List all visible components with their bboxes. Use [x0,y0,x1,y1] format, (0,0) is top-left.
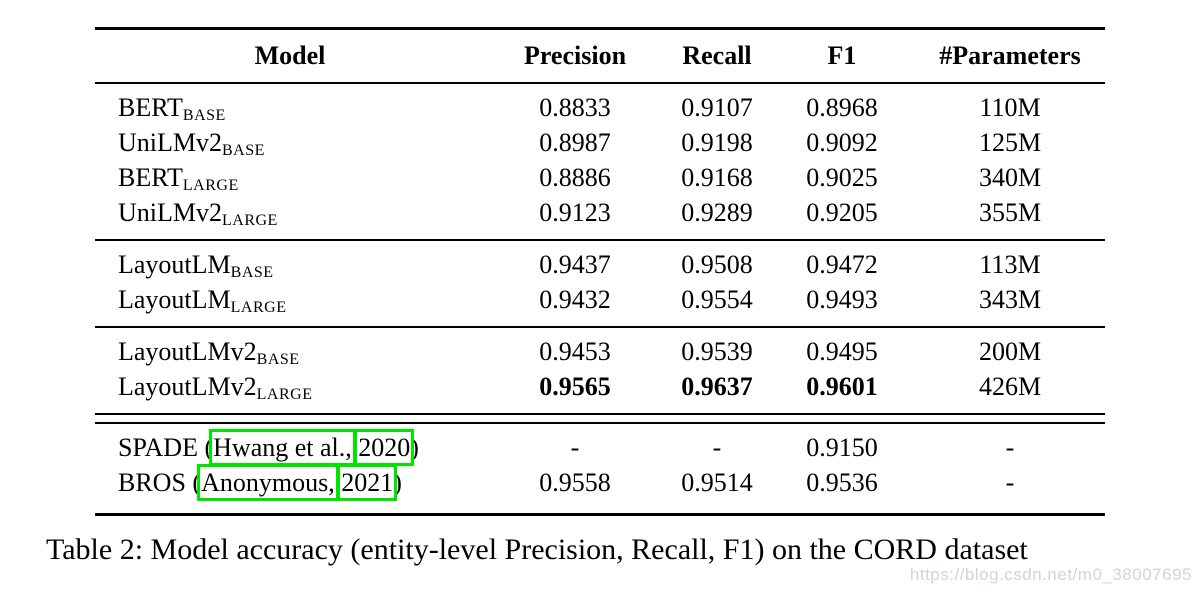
watermark-url: https://blog.csdn.net/m0_38007695 [909,565,1192,584]
recall-value-best: 0.9637 [665,369,769,415]
recall-value: 0.9508 [681,249,753,279]
table-row: UniLMv2LARGE 0.9123 0.9289 0.9205 355M [95,195,1105,241]
model-base-text: UniLMv2 [118,197,222,227]
recall-value: 0.9168 [681,162,753,192]
model-base-text: LayoutLMv2 [118,371,257,401]
model-name: BERTBASE [95,83,485,125]
column-header-model: Model [95,27,485,84]
model-name: BERTLARGE [95,160,485,195]
precision-value: 0.9437 [539,249,611,279]
f1-value: 0.9495 [806,336,878,366]
model-size-subscript: LARGE [230,298,287,316]
precision-value: 0.9453 [539,336,611,366]
model-name: LayoutLMv2BASE [95,327,485,369]
table-row: BERTLARGE 0.8886 0.9168 0.9025 340M [95,160,1105,195]
table-row: BROS (Anonymous, 2021) 0.9558 0.9514 0.9… [95,463,1105,516]
table-row: LayoutLMLARGE 0.9432 0.9554 0.9493 343M [95,282,1105,328]
precision-value: 0.9558 [485,465,665,516]
table-row: SPADE (Hwang et al., 2020) - - 0.9150 - [95,423,1105,466]
double-rule-gap-cell [95,414,1105,424]
model-size-subscript: BASE [256,350,300,368]
citation-year-linkbox[interactable]: 2020 [354,428,415,466]
column-header-f1: F1 [769,27,915,84]
model-size-subscript: LARGE [256,385,313,403]
precision-value-best: 0.9565 [485,369,665,415]
recall-value: 0.9289 [665,195,769,241]
table-row: UniLMv2BASE 0.8987 0.9198 0.9092 125M [95,125,1105,160]
citation-author-linkbox[interactable]: Anonymous, [197,463,339,501]
recall-value: 0.9539 [681,336,753,366]
model-size-subscript: LARGE [182,176,239,194]
f1-value: 0.8968 [806,92,878,122]
model-name-citation: SPADE (Hwang et al., 2020) [95,423,485,466]
model-name: LayoutLMLARGE [95,282,485,328]
table-row: LayoutLMv2LARGE 0.9565 0.9637 0.9601 426… [95,369,1105,415]
precision-value: 0.9123 [485,195,665,241]
column-header-precision: Precision [485,27,665,84]
parameters-value: 200M [978,336,1042,366]
table-header-row: Model Precision Recall F1 #Parameters [95,27,1105,84]
parameters-value: 125M [978,127,1042,157]
model-name: LayoutLMBASE [95,240,485,282]
f1-value: 0.9150 [806,432,878,462]
citation-suffix: ) [410,432,419,462]
precision-value: 0.8833 [539,92,611,122]
double-rule-gap [95,414,1105,424]
model-name-citation: BROS (Anonymous, 2021) [95,463,485,516]
parameters-value: 340M [978,162,1042,192]
model-size-subscript: BASE [222,141,265,159]
f1-value: 0.9092 [806,127,878,157]
f1-value: 0.9472 [806,249,878,279]
column-header-recall: Recall [665,27,769,84]
recall-value: 0.9514 [665,465,769,516]
parameters-value: - [1005,432,1015,462]
precision-value: - [570,432,580,462]
citation-author-linkbox[interactable]: Hwang et al., [209,428,356,466]
f1-value-best: 0.9601 [769,369,915,415]
model-name: LayoutLMv2LARGE [95,369,485,415]
f1-value: 0.9536 [769,465,915,516]
model-name: UniLMv2LARGE [95,195,485,241]
model-base-text: LayoutLMv2 [118,336,257,366]
citation-year-linkbox[interactable]: 2021 [337,463,398,501]
parameters-value: 355M [915,195,1105,241]
model-base-text: UniLMv2 [118,127,222,157]
model-size-subscript: BASE [182,106,226,124]
table-row: LayoutLMBASE 0.9437 0.9508 0.9472 113M [95,240,1105,282]
f1-value: 0.9493 [769,282,915,328]
model-base-text: BERT [118,92,183,122]
column-header-parameters: #Parameters [915,27,1105,84]
parameters-value: 426M [915,369,1105,415]
citation-prefix: BROS ( [118,467,202,497]
citation-suffix: ) [393,467,402,497]
precision-value: 0.9432 [485,282,665,328]
model-base-text: LayoutLM [118,249,231,279]
table-caption: Table 2: Model accuracy (entity-level Pr… [46,533,1028,566]
table-row: LayoutLMv2BASE 0.9453 0.9539 0.9495 200M [95,327,1105,369]
parameters-value: 113M [979,249,1041,279]
precision-value: 0.8987 [539,127,611,157]
model-base-text: LayoutLM [118,284,231,314]
f1-value: 0.9025 [806,162,878,192]
parameters-value: 110M [979,92,1041,122]
f1-value: 0.9205 [769,195,915,241]
parameters-value: 343M [915,282,1105,328]
recall-value: 0.9198 [681,127,753,157]
parameters-value: - [915,465,1105,516]
model-size-subscript: BASE [230,263,274,281]
results-table: Model Precision Recall F1 #Parameters BE… [95,27,1105,516]
model-size-subscript: LARGE [222,211,278,229]
citation-prefix: SPADE ( [118,432,214,462]
recall-value: - [712,432,722,462]
precision-value: 0.8886 [539,162,611,192]
recall-value: 0.9107 [681,92,753,122]
model-name: UniLMv2BASE [95,125,485,160]
recall-value: 0.9554 [665,282,769,328]
model-base-text: BERT [118,162,183,192]
table-row: BERTBASE 0.8833 0.9107 0.8968 110M [95,83,1105,125]
